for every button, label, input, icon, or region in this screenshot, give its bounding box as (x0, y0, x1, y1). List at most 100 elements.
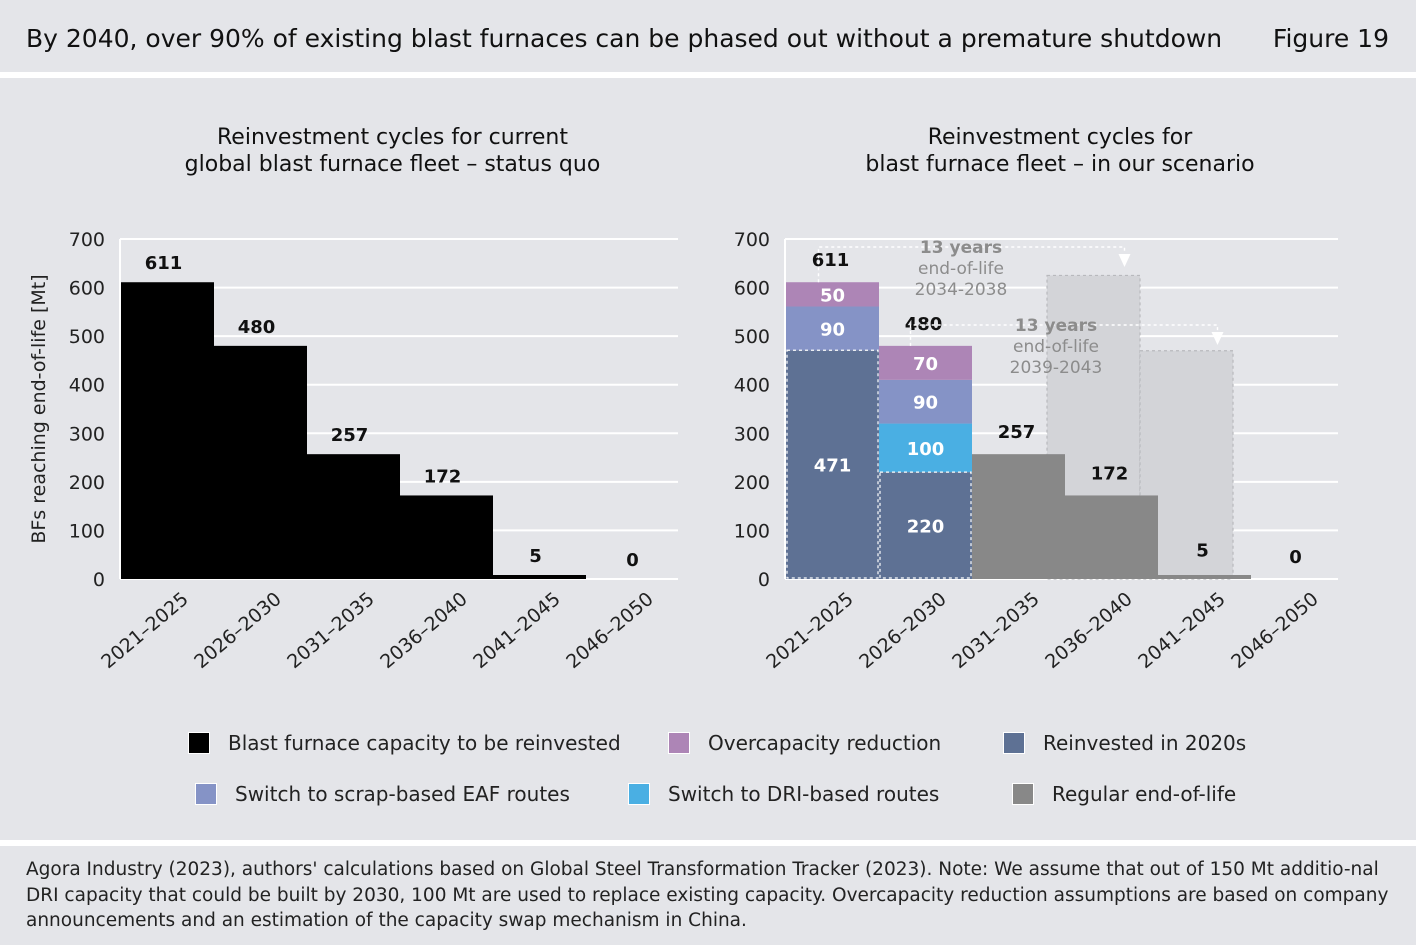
right-x-tick-label: 2041–2045 (1134, 588, 1230, 673)
right-annotation-line2: end-of-life (918, 259, 1004, 279)
legend-swatch (195, 783, 217, 805)
right-chart-title: Reinvestment cycles for blast furnace fl… (810, 124, 1310, 178)
right-annotation-connector (817, 246, 1126, 283)
left-chart-title: Reinvestment cycles for current global b… (140, 124, 645, 178)
legend-item: Overcapacity reduction (668, 731, 941, 755)
right-bar-regular-2036–2040 (1065, 495, 1158, 579)
right-bar-overcap-2021–2025 (786, 282, 879, 307)
left-bar-2021–2025 (121, 282, 214, 579)
right-total-label: 0 (1289, 547, 1302, 568)
left-x-tick-label: 2021–2025 (97, 588, 193, 673)
right-x-tick-label: 2026–2030 (855, 588, 951, 673)
legend-label: Switch to DRI-based routes (668, 782, 940, 806)
legend-swatch (628, 783, 650, 805)
right-bar-regular-2031–2035 (972, 454, 1065, 579)
left-x-tick-label: 2026–2030 (190, 588, 286, 673)
right-annotation-arrowhead (1211, 332, 1224, 345)
left-y-tick-label: 200 (69, 472, 105, 494)
left-x-tick-label: 2036–2040 (376, 588, 472, 673)
right-segment-label: 50 (820, 285, 845, 306)
right-segment-label: 90 (820, 319, 845, 340)
right-annotation-connector (909, 324, 1219, 346)
figure-title: By 2040, over 90% of existing blast furn… (26, 24, 1223, 53)
left-x-tick-label: 2046–2050 (562, 588, 658, 673)
right-annotation-line1: 13 years (920, 238, 1002, 258)
right-segment-label: 220 (907, 517, 945, 538)
left-x-tick-label: 2031–2035 (283, 588, 379, 673)
legend-item: Regular end-of-life (1012, 782, 1236, 806)
right-y-tick-label: 200 (734, 472, 770, 494)
left-bar-2036–2040 (400, 495, 493, 579)
footer-divider (0, 840, 1416, 846)
left-value-label: 5 (529, 546, 542, 567)
right-annotation-arrowhead (1118, 254, 1131, 267)
left-y-tick-label: 400 (69, 375, 105, 397)
right-x-tick-label: 2031–2035 (948, 588, 1044, 673)
left-value-label: 611 (145, 253, 183, 274)
right-total-label: 172 (1091, 463, 1129, 484)
right-y-tick-label: 100 (734, 520, 770, 542)
footnote: Agora Industry (2023), authors' calculat… (26, 859, 1389, 931)
left-value-label: 0 (626, 550, 639, 571)
legend-label: Regular end-of-life (1052, 782, 1237, 806)
right-bar-overcap-2026–2030 (879, 345, 972, 380)
right-bar-scrap-2021–2025 (786, 306, 879, 351)
right-segment-label: 90 (913, 393, 938, 414)
left-bar-2041–2045 (493, 575, 586, 579)
right-y-tick-label: 700 (734, 229, 770, 251)
right-bar-reinvested-2026–2030 (879, 472, 972, 579)
left-y-tick-label: 600 (69, 278, 105, 300)
legend-swatch (1012, 783, 1034, 805)
left-y-tick-label: 100 (69, 520, 105, 542)
legend-item: Blast furnace capacity to be reinvested (188, 731, 621, 755)
header-divider (0, 72, 1416, 78)
legend-label: Blast furnace capacity to be reinvested (228, 731, 621, 755)
legend-swatch (668, 732, 690, 754)
header: By 2040, over 90% of existing blast furn… (0, 0, 1416, 74)
right-segment-label: 471 (814, 456, 852, 477)
left-bar-2031–2035 (307, 454, 400, 579)
left-chart-title-line2: global blast furnace fleet – status quo (184, 152, 601, 177)
left-chart-title-line1: Reinvestment cycles for current (217, 125, 568, 150)
left-value-label: 172 (424, 466, 462, 487)
legend-swatch (1003, 732, 1025, 754)
right-x-tick-label: 2046–2050 (1227, 588, 1323, 673)
right-annotation-line3: 2034-2038 (915, 280, 1008, 300)
left-x-tick-label: 2041–2045 (469, 588, 565, 673)
legend-item: Switch to scrap-based EAF routes (195, 782, 570, 806)
right-reinvested-outline (786, 349, 879, 579)
right-segment-label: 100 (907, 439, 945, 460)
right-x-tick-label: 2021–2025 (762, 588, 858, 673)
legend-swatch (188, 732, 210, 754)
left-y-tick-label: 700 (69, 229, 105, 251)
right-bar-regular-2041–2045 (1158, 575, 1251, 579)
figure-number: Figure 19 (1272, 24, 1389, 53)
right-reinvested-outline (879, 471, 972, 579)
right-total-label: 611 (812, 250, 850, 271)
right-total-label: 480 (905, 314, 943, 335)
left-value-label: 257 (331, 425, 369, 446)
right-y-tick-label: 400 (734, 375, 770, 397)
left-y-tick-label: 0 (93, 569, 105, 591)
right-chart-title-line1: Reinvestment cycles for (927, 125, 1193, 150)
left-y-tick-label: 300 (69, 423, 105, 445)
left-y-tick-label: 500 (69, 326, 105, 348)
right-annotation-line1: 13 years (1015, 316, 1097, 336)
left-value-label: 480 (238, 317, 276, 338)
right-annotation-line2: end-of-life (1013, 337, 1099, 357)
right-annotation-line3: 2039-2043 (1010, 358, 1103, 378)
right-y-tick-label: 300 (734, 423, 770, 445)
legend-label: Switch to scrap-based EAF routes (235, 782, 570, 806)
right-x-tick-label: 2036–2040 (1041, 588, 1137, 673)
right-bar-reinvested-2021–2025 (786, 350, 879, 579)
right-y-tick-label: 500 (734, 326, 770, 348)
right-segment-label: 70 (913, 354, 938, 375)
right-chart-title-line2: blast furnace fleet – in our scenario (865, 152, 1255, 177)
legend-item: Switch to DRI-based routes (628, 782, 939, 806)
left-bar-2026–2030 (214, 345, 307, 579)
right-bar-dri-2026–2030 (879, 423, 972, 473)
legend-item: Reinvested in 2020s (1003, 731, 1246, 755)
right-bar-scrap-2026–2030 (879, 379, 972, 424)
right-y-tick-label: 600 (734, 278, 770, 300)
